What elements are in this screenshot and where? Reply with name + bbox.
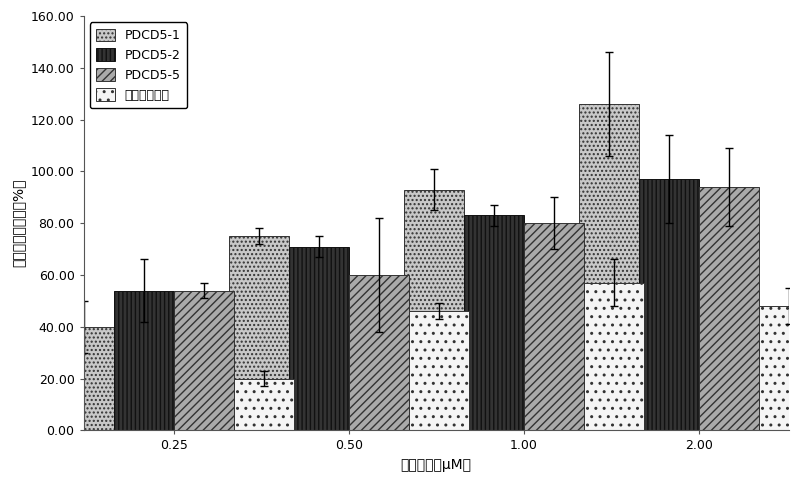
Legend: PDCD5-1, PDCD5-2, PDCD5-5, 盐酸金刚乙胺: PDCD5-1, PDCD5-2, PDCD5-5, 盐酸金刚乙胺 xyxy=(90,22,187,108)
Bar xyxy=(464,215,524,430)
Y-axis label: 细胞病变抑制率（%）: 细胞病变抑制率（%） xyxy=(11,179,25,268)
Bar xyxy=(578,104,639,430)
Bar xyxy=(584,283,644,430)
Bar xyxy=(639,179,699,430)
Bar xyxy=(234,379,294,430)
Bar xyxy=(409,311,469,430)
Bar xyxy=(404,189,464,430)
Bar xyxy=(699,187,759,430)
Bar xyxy=(349,275,409,430)
Bar xyxy=(524,223,584,430)
Bar xyxy=(229,236,289,430)
Bar xyxy=(759,306,800,430)
Bar xyxy=(174,290,234,430)
Bar xyxy=(114,290,174,430)
Bar xyxy=(289,246,349,430)
X-axis label: 给药浓度（μM）: 给药浓度（μM） xyxy=(401,458,472,472)
Bar xyxy=(54,327,114,430)
